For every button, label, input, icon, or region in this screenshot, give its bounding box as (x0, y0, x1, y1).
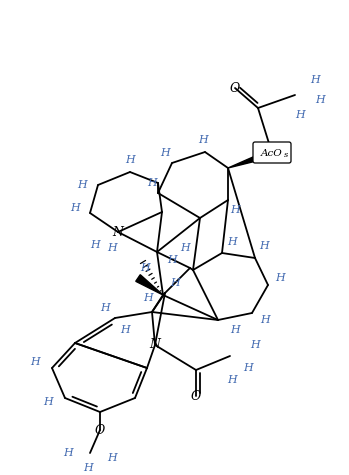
Text: H: H (100, 303, 110, 313)
Text: H: H (170, 278, 180, 288)
Text: H: H (107, 243, 117, 253)
Text: H: H (140, 263, 150, 273)
Text: H: H (227, 237, 237, 247)
Text: H: H (310, 75, 320, 85)
Text: AcO: AcO (261, 149, 283, 158)
Text: H: H (43, 397, 53, 407)
Text: H: H (147, 178, 157, 188)
Text: H: H (70, 203, 80, 213)
Text: N: N (112, 226, 124, 238)
Text: O: O (191, 390, 201, 402)
Text: H: H (260, 315, 270, 325)
Text: H: H (180, 243, 190, 253)
Polygon shape (228, 149, 273, 168)
Text: H: H (160, 148, 170, 158)
Text: H: H (30, 357, 40, 367)
Text: H: H (315, 95, 325, 105)
Text: H: H (143, 293, 153, 303)
Polygon shape (136, 275, 163, 295)
Text: H: H (120, 325, 130, 335)
Text: H: H (167, 255, 177, 265)
Text: H: H (243, 363, 253, 373)
Text: H: H (125, 155, 135, 165)
Text: H: H (77, 180, 87, 190)
Text: H: H (230, 205, 240, 215)
Text: H: H (90, 240, 100, 250)
Text: H: H (250, 340, 260, 350)
Text: N: N (149, 339, 161, 352)
Text: H: H (107, 453, 117, 463)
Text: H: H (63, 448, 73, 458)
FancyBboxPatch shape (253, 142, 291, 163)
Text: H: H (227, 375, 237, 385)
Text: O: O (230, 82, 240, 95)
Text: s: s (284, 151, 288, 159)
Text: H: H (275, 273, 285, 283)
Text: H: H (230, 325, 240, 335)
Text: H: H (83, 463, 93, 473)
Text: H: H (259, 241, 269, 251)
Text: O: O (95, 424, 105, 437)
Text: H: H (295, 110, 305, 120)
Text: H: H (198, 135, 208, 145)
